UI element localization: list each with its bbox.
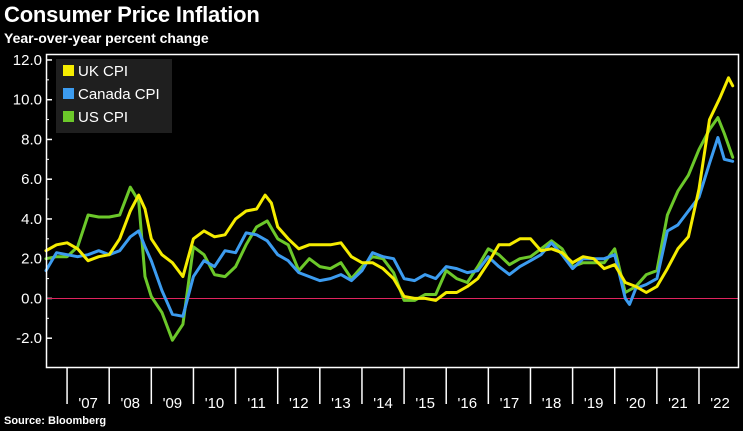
x-tick-label: '18	[542, 395, 562, 412]
plot-frame	[45, 53, 740, 369]
x-tick-label: '07	[78, 395, 98, 412]
y-tick-label: 8.0	[21, 131, 42, 148]
axis-layer: -2.0 0.0 2.0 4.0 6.0 8.0 10.0 12.0 '07 '08 '09 '10 '…	[13, 52, 730, 412]
x-tick-label: '14	[373, 395, 393, 412]
series-line-canada	[44, 136, 735, 318]
legend: UK CPI Canada CPI US CPI	[56, 59, 172, 133]
y-tick-label: 12.0	[13, 52, 42, 69]
chart-subtitle: Year-over-year percent change	[4, 30, 209, 46]
x-tick-label: '19	[584, 395, 604, 412]
x-tick-label: '12	[289, 395, 309, 412]
x-tick-label: '20	[626, 395, 646, 412]
legend-label-canada: Canada CPI	[78, 86, 160, 103]
legend-label-uk: UK CPI	[78, 63, 128, 80]
x-tick-label: '10	[205, 395, 225, 412]
x-tick-label: '17	[500, 395, 520, 412]
x-tick-label: '09	[163, 395, 183, 412]
x-tick-label: '08	[120, 395, 140, 412]
legend-swatch-us	[63, 111, 74, 122]
y-tick-label: -2.0	[16, 330, 42, 347]
y-tick-label: 6.0	[21, 171, 42, 188]
x-tick-label: '15	[415, 395, 435, 412]
y-tick-label: 10.0	[13, 92, 42, 109]
x-tick-label: '11	[247, 395, 265, 412]
y-tick-label: 0.0	[21, 290, 42, 307]
legend-swatch-uk	[63, 65, 74, 76]
y-tick-label: 4.0	[21, 211, 42, 228]
legend-box	[56, 59, 172, 133]
chart-title: Consumer Price Inflation	[4, 2, 260, 27]
x-tick-label: '22	[710, 395, 730, 412]
legend-label-us: US CPI	[78, 109, 128, 126]
x-tick-label: '16	[457, 395, 477, 412]
y-tick-label: 2.0	[21, 251, 42, 268]
legend-swatch-canada	[63, 88, 74, 99]
x-tick-label: '13	[331, 395, 351, 412]
x-tick-label: '21	[668, 395, 688, 412]
series-layer	[44, 76, 735, 342]
series-line-uk	[44, 76, 735, 302]
source-note: Source: Bloomberg	[4, 415, 107, 427]
